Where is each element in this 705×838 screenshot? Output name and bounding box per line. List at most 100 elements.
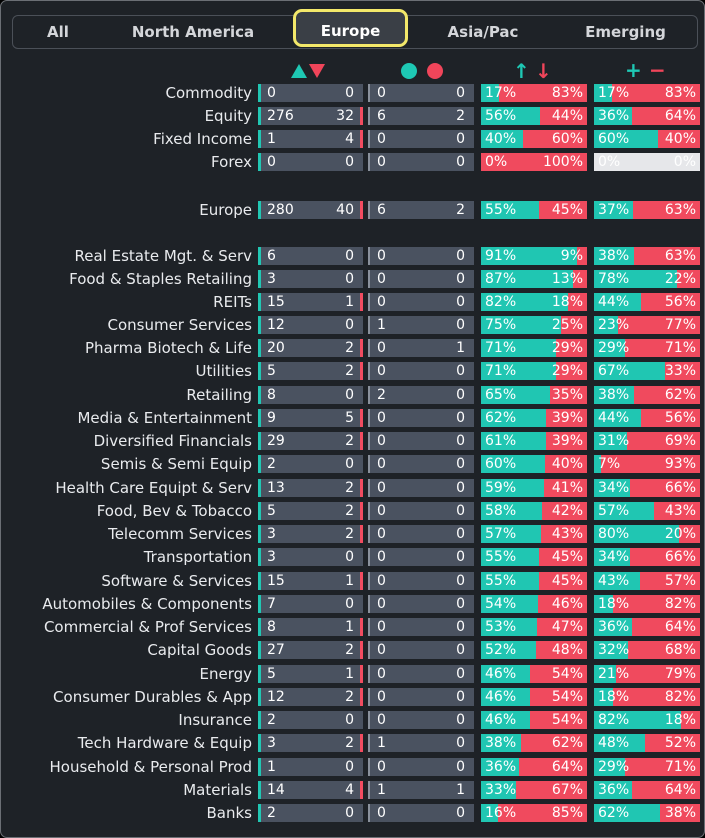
- table-row[interactable]: Pharma Biotech & Life 20 2 0 1 71% 29% 29% 71%: [1, 339, 704, 357]
- plus-pct-text: 38%: [598, 248, 630, 264]
- plus-pct-fill: [594, 525, 679, 543]
- plus-minus-pct-bar: 44% 56%: [594, 409, 700, 427]
- new-low-count: 2: [456, 108, 465, 124]
- table-row[interactable]: Forex 0 0 0 0 0% 100% 0% 0%: [1, 153, 704, 171]
- up-down-pct-bar: 38% 62%: [481, 734, 587, 752]
- minus-pct-text: 18%: [664, 712, 696, 728]
- table-row[interactable]: Europe 280 40 6 2 55% 45% 37% 63%: [1, 201, 704, 219]
- table-row[interactable]: Tech Hardware & Equip 3 2 1 0 38% 62% 48% 52%: [1, 734, 704, 752]
- tab-north-america[interactable]: North America: [131, 23, 255, 41]
- plus-minus-pct-bar: 31% 69%: [594, 432, 700, 450]
- table-row[interactable]: Food, Bev & Tobacco 5 2 0 0 58% 42% 57% 43%: [1, 502, 704, 520]
- plus-pct-text: 78%: [598, 271, 630, 287]
- tab-asia-pac[interactable]: Asia/Pac: [447, 23, 519, 41]
- advance-count: 276: [267, 108, 294, 124]
- minus-pct-text: 33%: [664, 363, 696, 379]
- table-row[interactable]: Consumer Services 12 0 1 0 75% 25% 23% 77%: [1, 316, 704, 334]
- table-row[interactable]: Utilities 5 2 0 0 71% 29% 67% 33%: [1, 362, 704, 380]
- down-pct-text: 64%: [551, 759, 583, 775]
- new-high-count: 0: [377, 456, 386, 472]
- plus-pct-text: 44%: [598, 410, 630, 426]
- minus-pct-fill: [634, 386, 700, 404]
- row-label: Capital Goods: [147, 641, 252, 659]
- down-pct-text: 42%: [551, 503, 583, 519]
- row-label: Health Care Equipt & Serv: [55, 479, 252, 497]
- high-marker: [368, 455, 370, 473]
- high-marker: [368, 711, 370, 729]
- down-pct-text: 54%: [551, 712, 583, 728]
- decline-count: 5: [345, 410, 354, 426]
- tab-all[interactable]: All: [47, 23, 69, 41]
- plus-pct-fill: [594, 201, 634, 219]
- table-row[interactable]: Banks 2 0 0 0 16% 85% 62% 38%: [1, 804, 704, 822]
- up-pct-text: 71%: [485, 363, 517, 379]
- plus-pct-text: 34%: [598, 549, 630, 565]
- plus-minus-pct-bar: 18% 82%: [594, 688, 700, 706]
- up-pct-text: 59%: [485, 480, 517, 496]
- table-row[interactable]: Semis & Semi Equip 2 0 0 0 60% 40% 7% 93%: [1, 455, 704, 473]
- table-row[interactable]: Household & Personal Prod 1 0 0 0 36% 64% 29% 71…: [1, 758, 704, 776]
- up-down-pct-bar: 91% 9%: [481, 247, 587, 265]
- minus-pct-fill: [654, 502, 700, 520]
- decline-count: 2: [345, 340, 354, 356]
- table-row[interactable]: Equity 276 32 6 2 56% 44% 36% 64%: [1, 107, 704, 125]
- plus-pct-text: 31%: [598, 433, 630, 449]
- tab-europe[interactable]: Europe: [293, 9, 408, 47]
- table-row[interactable]: REITs 15 1 0 0 82% 18% 44% 56%: [1, 293, 704, 311]
- minus-pct-text: 62%: [664, 387, 696, 403]
- minus-pct-fill: [627, 641, 700, 659]
- plus-icon: +: [625, 58, 642, 82]
- table-row[interactable]: Media & Entertainment 9 5 0 0 62% 39% 44% 56%: [1, 409, 704, 427]
- table-row[interactable]: Software & Services 15 1 0 0 55% 45% 43% 57%: [1, 572, 704, 590]
- high-marker: [368, 201, 370, 219]
- table-row[interactable]: Capital Goods 27 2 0 0 52% 48% 32% 68%: [1, 641, 704, 659]
- high-marker: [368, 316, 370, 334]
- table-row[interactable]: Food & Staples Retailing 3 0 0 0 87% 13% 78% 22%: [1, 270, 704, 288]
- decline-marker: [360, 130, 363, 148]
- decline-marker: [360, 107, 363, 125]
- table-row[interactable]: Commodity 0 0 0 0 17% 83% 17% 83%: [1, 84, 704, 102]
- table-row[interactable]: Materials 14 4 1 1 33% 67% 36% 64%: [1, 781, 704, 799]
- table-row[interactable]: Automobiles & Components 7 0 0 0 54% 46% 18% 82%: [1, 595, 704, 613]
- high-marker: [368, 339, 370, 357]
- table-row[interactable]: Retailing 8 0 2 0 65% 35% 38% 62%: [1, 386, 704, 404]
- table-row[interactable]: Commercial & Prof Services 8 1 0 0 53% 47% 36% 6…: [1, 618, 704, 636]
- new-high-count: 6: [377, 108, 386, 124]
- plus-pct-text: 23%: [598, 317, 630, 333]
- up-pct-text: 0%: [485, 154, 508, 170]
- minus-pct-fill: [680, 711, 700, 729]
- table-row[interactable]: Fixed Income 1 4 0 0 40% 60% 60% 40%: [1, 130, 704, 148]
- table-row[interactable]: Energy 5 1 0 0 46% 54% 21% 79%: [1, 665, 704, 683]
- table-row[interactable]: Insurance 2 0 0 0 46% 54% 82% 18%: [1, 711, 704, 729]
- advance-count: 27: [267, 642, 285, 658]
- table-row[interactable]: Transportation 3 0 0 0 55% 45% 34% 66%: [1, 548, 704, 566]
- table-row[interactable]: Diversified Financials 29 2 0 0 61% 39% 31% 69%: [1, 432, 704, 450]
- plus-pct-fill: [594, 130, 658, 148]
- new-low-count: 0: [456, 666, 465, 682]
- decline-marker: [360, 293, 363, 311]
- table-row[interactable]: Real Estate Mgt. & Serv 6 0 0 0 91% 9% 38% 63%: [1, 247, 704, 265]
- decline-count: 40: [336, 202, 354, 218]
- advance-decline-cell: 15 1: [258, 572, 363, 590]
- table-row[interactable]: Telecomm Services 3 2 0 0 57% 43% 80% 20%: [1, 525, 704, 543]
- down-pct-fill: [523, 130, 587, 148]
- advance-marker: [258, 641, 261, 659]
- minus-pct-fill: [624, 339, 700, 357]
- tab-emerging[interactable]: Emerging: [585, 23, 666, 41]
- table-row[interactable]: Health Care Equipt & Serv 13 2 0 0 59% 41% 34% 6…: [1, 479, 704, 497]
- table-row[interactable]: Consumer Durables & App 12 2 0 0 46% 54% 18% 82%: [1, 688, 704, 706]
- minus-pct-fill: [624, 758, 700, 776]
- decline-count: 32: [336, 108, 354, 124]
